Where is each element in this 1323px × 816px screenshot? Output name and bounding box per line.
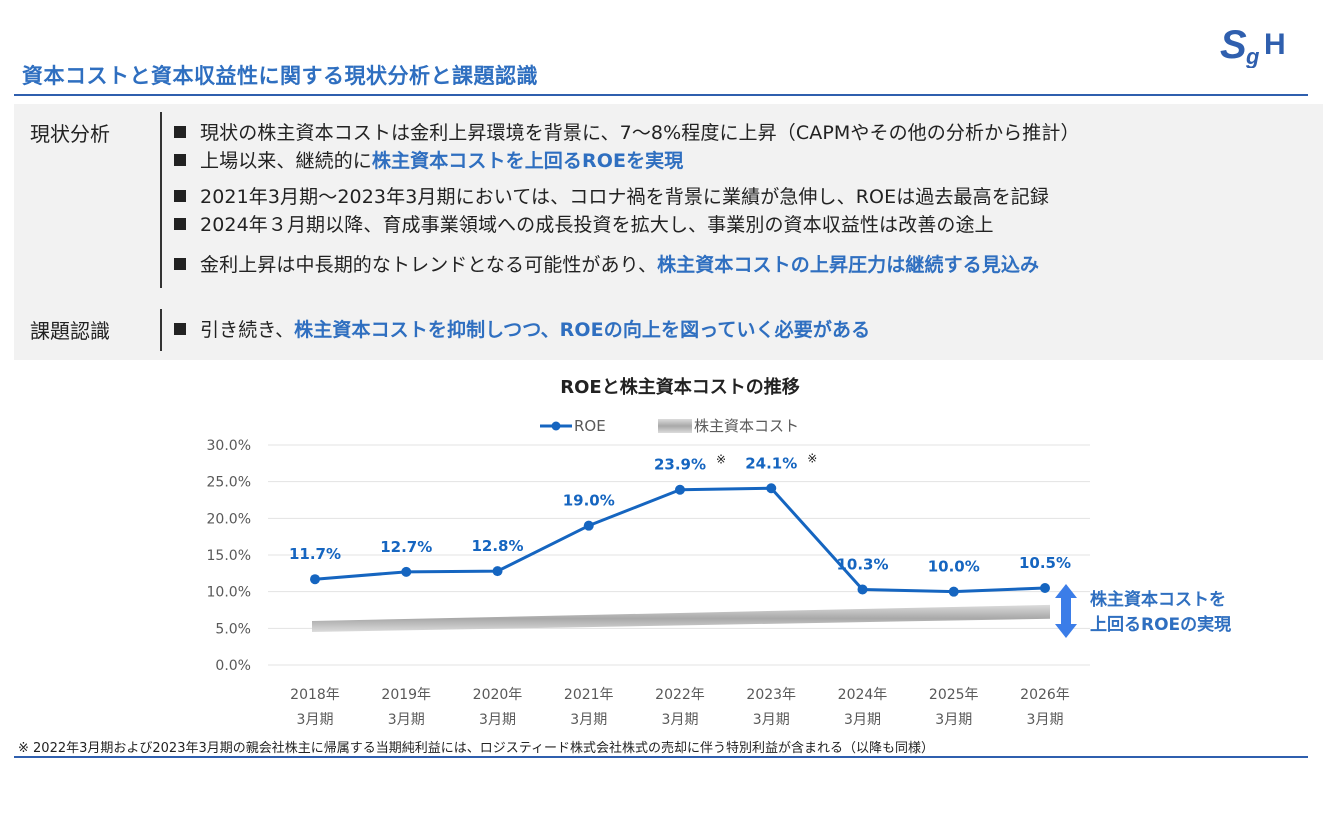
issues-label: 課題認識 [30, 319, 110, 343]
analysis-bullet-2: 上場以来、継続的に株主資本コストを上回るROEを実現 [174, 146, 683, 173]
roe-series: 11.7% 12.7% 12.8% 19.0% 23.9% ※ 24.1% ※ 10.3% 10.… [289, 451, 1071, 597]
x-tick-label: 3月期 [753, 712, 790, 728]
issues-divider [160, 309, 162, 351]
y-tick-label: 20.0% [207, 511, 251, 527]
square-bullet-icon [174, 323, 186, 335]
analysis-bullet-3: 2021年3月期～2023年3月期においては、コロナ禍を背景に業績が急伸し、RO… [174, 182, 1049, 209]
roe-point [310, 574, 320, 585]
roe-point [1040, 583, 1050, 593]
chart-title: ROEと株主資本コストの推移 [560, 376, 799, 398]
roe-point [492, 566, 503, 577]
x-tick-label: 2026年 [1020, 687, 1070, 703]
title-rule [14, 94, 1308, 96]
square-bullet-icon [174, 154, 186, 166]
roe-data-label: 10.0% [928, 558, 980, 576]
bottom-rule [14, 756, 1308, 758]
roe-point [675, 484, 685, 495]
y-tick-label: 30.0% [207, 438, 251, 454]
legend-cost-swatch [658, 419, 692, 433]
company-logo: S g H [1220, 23, 1286, 68]
x-tick-label: 2021年 [564, 687, 614, 703]
x-tick-label: 2020年 [473, 687, 523, 703]
cost-band-shape [312, 604, 1050, 632]
roe-footnote-mark: ※ [807, 451, 817, 465]
roe-data-label: 11.7% [289, 545, 341, 563]
cost-band [312, 604, 1050, 632]
roe-cost-chart: ROEと株主資本コストの推移 ROE 株主資本コスト 0.0% 5.0% 10.0%… [207, 376, 1232, 728]
footnote: ※ 2022年3月期および2023年3月期の親会社株主に帰属する当期純利益には、… [18, 741, 934, 756]
y-tick-label: 0.0% [215, 658, 251, 674]
legend-roe-marker [551, 421, 561, 431]
x-tick-label: 2018年 [290, 687, 340, 703]
roe-data-label: 24.1% [745, 454, 797, 472]
roe-data-label: 10.3% [836, 555, 888, 573]
page-title: 資本コストと資本収益性に関する現状分析と課題認識 [22, 64, 538, 88]
square-bullet-icon [174, 218, 186, 230]
analysis-divider [160, 112, 162, 288]
y-tick-label: 25.0% [207, 475, 251, 491]
x-tick-label: 2024年 [838, 687, 888, 703]
x-tick-label: 2023年 [746, 687, 796, 703]
x-tick-label: 3月期 [844, 712, 881, 728]
roe-footnote-mark: ※ [716, 453, 726, 467]
square-bullet-icon [174, 190, 186, 202]
roe-point [401, 566, 412, 577]
roe-point [857, 584, 868, 595]
square-bullet-icon [174, 258, 186, 270]
double-arrow-icon [1055, 584, 1077, 638]
x-tick-label: 3月期 [1027, 712, 1064, 728]
analysis-bullet-4: 2024年３月期以降、育成事業領域への成長投資を拡大し、事業別の資本収益性は改善… [174, 210, 994, 237]
roe-point [766, 483, 777, 494]
x-tick-label: 3月期 [662, 712, 699, 728]
y-tick-label: 5.0% [215, 621, 251, 637]
x-tick-label: 2022年 [655, 687, 705, 703]
x-tick-label: 2025年 [929, 687, 979, 703]
analysis-bullet-5: 金利上昇は中長期的なトレンドとなる可能性があり、株主資本コストの上昇圧力は継続す… [174, 250, 1039, 277]
svg-text:g: g [1245, 44, 1260, 68]
issues-bullet-1: 引き続き、株主資本コストを抑制しつつ、ROEの向上を図っていく必要がある [174, 315, 870, 342]
analysis-label: 現状分析 [30, 122, 110, 146]
x-tick-label: 3月期 [479, 712, 516, 728]
annotation-line-2: 上回るROEの実現 [1090, 614, 1231, 635]
svg-text:H: H [1264, 28, 1286, 61]
y-axis: 0.0% 5.0% 10.0% 15.0% 20.0% 25.0% 30.0% [207, 438, 251, 674]
legend-roe-label: ROE [574, 417, 606, 435]
x-tick-label: 2019年 [381, 687, 431, 703]
roe-data-label: 10.5% [1019, 554, 1071, 572]
y-tick-label: 10.0% [207, 585, 251, 601]
x-tick-label: 3月期 [388, 712, 425, 728]
analysis-panel: 現状分析 現状の株主資本コストは金利上昇環境を背景に、7～8%程度に上昇（CAP… [14, 104, 1323, 360]
roe-point [583, 520, 594, 531]
roe-data-label: 19.0% [563, 492, 615, 510]
roe-point [948, 586, 959, 597]
x-tick-label: 3月期 [570, 712, 607, 728]
roe-data-label: 12.7% [380, 538, 432, 556]
roe-data-label: 12.8% [471, 537, 523, 555]
annotation-line-1: 株主資本コストを [1090, 589, 1226, 610]
legend-cost-label: 株主資本コスト [694, 417, 799, 435]
x-tick-label: 3月期 [297, 712, 334, 728]
y-tick-label: 15.0% [207, 548, 251, 564]
x-axis: 2018年 3月期 2019年 3月期 2020年 3月期 2021年 3月期 2022年 3月期… [290, 687, 1070, 728]
square-bullet-icon [174, 126, 186, 138]
x-tick-label: 3月期 [935, 712, 972, 728]
analysis-bullet-1: 現状の株主資本コストは金利上昇環境を背景に、7～8%程度に上昇（CAPMやその他… [174, 118, 1080, 145]
chart-legend: ROE 株主資本コスト [540, 417, 799, 435]
roe-data-label: 23.9% [654, 456, 706, 474]
annotation: 株主資本コストを 上回るROEの実現 [1055, 584, 1231, 638]
svg-text:S: S [1220, 23, 1247, 67]
